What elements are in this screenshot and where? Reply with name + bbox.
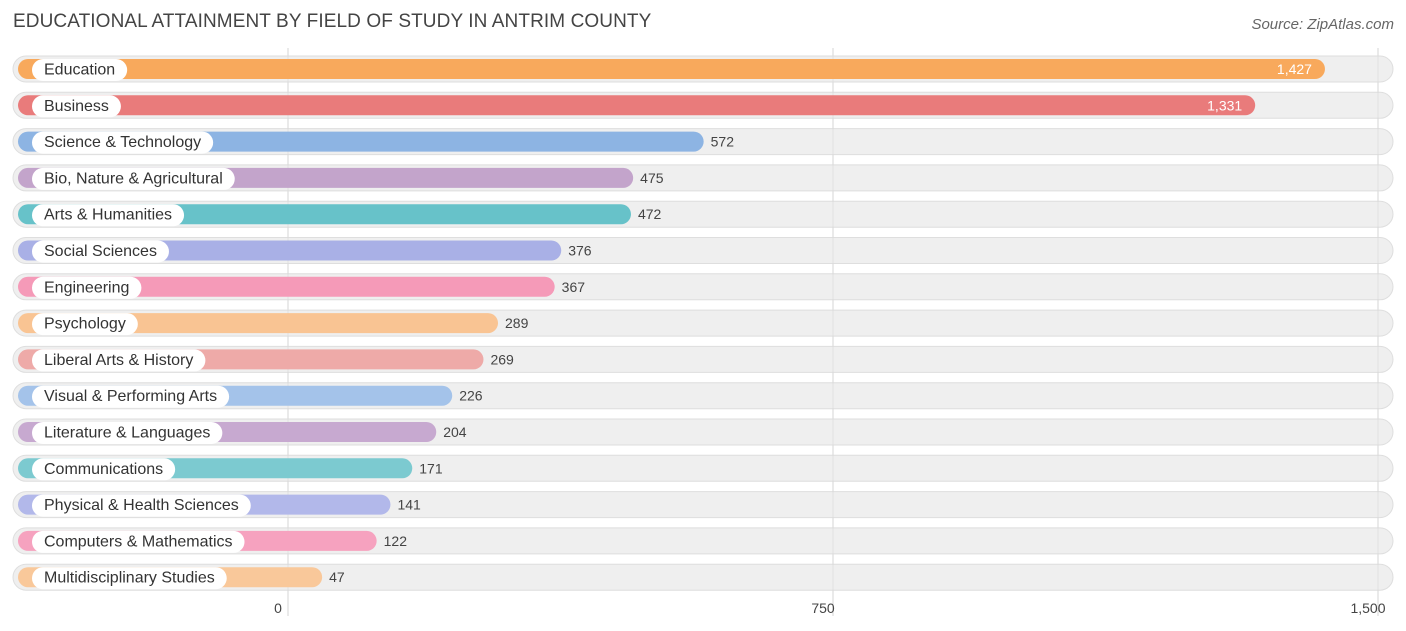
category-labels: Education Business Science & Technology Bio… <box>44 62 239 587</box>
label-pill <box>32 131 214 154</box>
label-pill <box>32 167 235 190</box>
value-label: 47 <box>329 569 345 585</box>
category-label: Social Sciences <box>44 243 157 260</box>
x-axis-ticks: 0 750 1,500 <box>274 600 1386 616</box>
category-label: Literature & Languages <box>44 425 210 442</box>
bar-psychology <box>18 313 499 334</box>
label-pill <box>32 204 185 227</box>
value-label: 475 <box>640 170 664 186</box>
category-label: Physical & Health Sciences <box>44 497 239 514</box>
value-label: 141 <box>397 497 421 513</box>
label-pill <box>32 59 128 81</box>
x-tick-label: 0 <box>274 600 282 616</box>
value-label: 204 <box>443 424 467 440</box>
value-label: 226 <box>459 388 483 404</box>
category-label: Computers & Mathematics <box>44 533 233 550</box>
label-pill <box>32 95 121 118</box>
value-label: 472 <box>638 206 662 222</box>
label-pill <box>32 494 251 517</box>
category-label: Education <box>44 62 115 79</box>
label-pills <box>32 59 251 590</box>
value-label: 572 <box>711 134 735 150</box>
value-label: 289 <box>505 315 529 331</box>
value-label: 171 <box>419 460 443 476</box>
label-pill <box>32 567 227 590</box>
label-pill <box>32 349 206 372</box>
value-labels: 1,427 1,331 572 475 472 376 367 289 269 226 204 171… <box>329 61 1312 585</box>
category-label: Liberal Arts & History <box>44 352 193 369</box>
category-label: Bio, Nature & Agricultural <box>44 170 223 187</box>
row-background <box>12 563 1394 591</box>
chart-title: EDUCATIONAL ATTAINMENT BY FIELD OF STUDY… <box>13 11 652 32</box>
value-label: 1,427 <box>1277 61 1312 77</box>
category-label: Multidisciplinary Studies <box>44 570 215 587</box>
category-label: Visual & Performing Arts <box>44 388 217 405</box>
value-label: 367 <box>562 279 586 295</box>
label-pill <box>32 530 245 553</box>
value-label: 269 <box>490 351 514 367</box>
bar-engineering <box>18 276 555 297</box>
category-label: Psychology <box>44 316 126 333</box>
label-pill <box>32 240 169 263</box>
label-pill <box>32 422 223 444</box>
x-tick-label: 750 <box>811 600 835 616</box>
value-label: 122 <box>384 533 408 549</box>
label-pill <box>32 458 176 481</box>
x-tick-label: 1,500 <box>1350 600 1385 616</box>
category-label: Communications <box>44 461 163 478</box>
label-pill <box>32 313 138 336</box>
bar-education <box>18 59 1325 79</box>
value-label: 376 <box>568 243 592 259</box>
category-label: Engineering <box>44 279 129 296</box>
bar-business <box>18 95 1256 116</box>
category-label: Science & Technology <box>44 134 201 151</box>
category-label: Arts & Humanities <box>44 207 172 224</box>
value-label: 1,331 <box>1207 97 1242 113</box>
label-pill <box>32 276 142 299</box>
chart-source: Source: ZipAtlas.com <box>1251 16 1394 33</box>
label-pill <box>32 385 230 408</box>
category-label: Business <box>44 98 109 115</box>
